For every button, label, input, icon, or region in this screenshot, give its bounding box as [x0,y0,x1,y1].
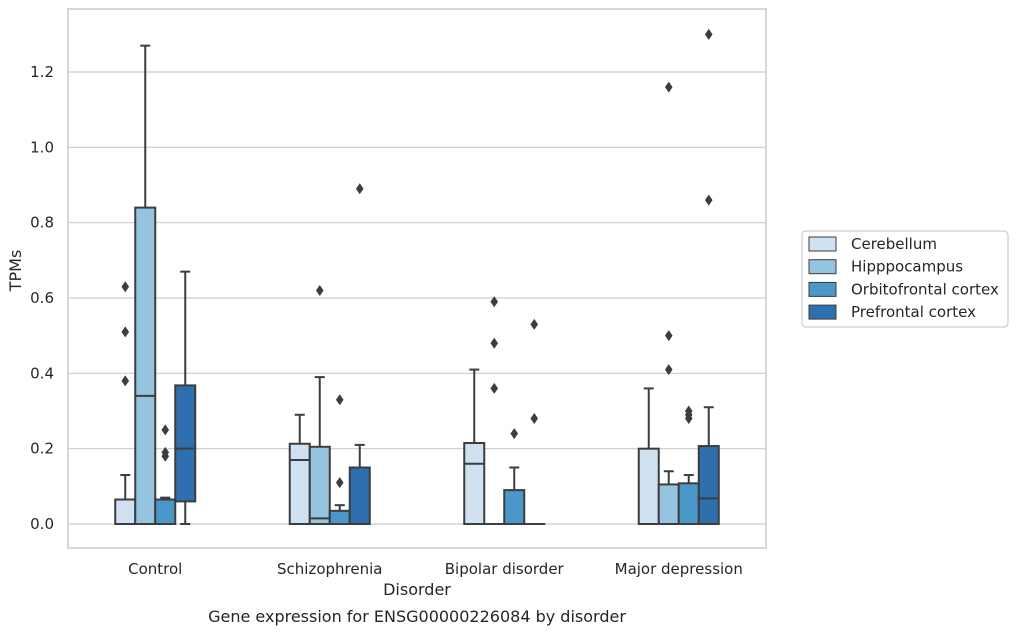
iqr-box [134,206,157,525]
y-tick-label: 0.0 [30,515,54,533]
outlier-point [684,405,693,417]
legend-swatch [808,281,837,297]
x-tick-label: Major depression [615,560,743,578]
iqr-box [503,489,526,526]
legend-label: Orbitofrontal cortex [851,280,999,298]
iqr-box [308,445,331,525]
legend-label: Cerebellum [851,235,937,253]
legend-swatch [808,304,837,320]
outlier-point [335,394,344,406]
iqr-box [463,442,486,525]
iqr-box [657,483,680,526]
x-axis-label: Disorder [383,580,451,599]
box-hipppocampus-2 [308,284,331,525]
box-prefrontal-cortex-4 [697,28,720,525]
iqr-box [348,466,371,525]
outlier-point [664,364,673,376]
box-cerebellum-3 [463,368,486,525]
outlier-point [704,194,713,206]
outlier-point [510,428,519,440]
outlier-point [490,337,499,349]
y-tick-label: 0.6 [30,289,54,307]
legend: Cerebellum Hipppocampus Orbitofrontal cort… [801,230,1009,328]
plot-area [68,9,766,548]
y-tick-label: 0.4 [30,364,54,382]
iqr-box [328,509,351,526]
outlier-point [121,375,130,387]
legend-frame [801,230,1009,328]
outlier-point [161,446,170,458]
iqr-box [637,447,660,525]
legend-label: Prefrontal cortex [851,303,976,321]
outlier-point [490,296,499,308]
x-tick-label: Control [128,560,182,578]
outlier-point [530,318,539,330]
outlier-point [490,382,499,394]
iqr-box [174,384,197,503]
box-cerebellum-2 [288,413,311,525]
x-tick-label: Schizophrenia [277,560,382,578]
outlier-point [161,424,170,436]
outlier-point [121,326,130,338]
y-axis-label: TPMs [6,250,25,293]
y-tick-label: 1.0 [30,138,54,156]
outlier-point [335,477,344,489]
box-prefrontal-cortex-2 [348,183,371,525]
iqr-box [288,442,311,525]
chart-caption: Gene expression for ENSG00000226084 by d… [208,607,626,626]
y-tick-label: 0.8 [30,214,54,232]
outlier-point [664,330,673,342]
box-prefrontal-cortex-1 [174,270,197,525]
iqr-box [154,498,177,525]
box-hipppocampus-4 [657,81,680,526]
outlier-point [315,284,324,296]
iqr-box [697,445,720,525]
box-orbitofrontal-cortex-1 [154,424,177,525]
y-tick-label: 1.2 [30,63,54,81]
iqr-box [114,498,137,525]
legend-swatch [808,259,837,275]
x-tick-label: Bipolar disorder [445,560,565,578]
outlier-point [121,281,130,293]
outlier-point [664,81,673,93]
box-orbitofrontal-cortex-3 [503,428,526,526]
outlier-point [704,28,713,40]
iqr-box [677,482,700,526]
box-cerebellum-4 [637,387,660,525]
legend-label: Hipppocampus [851,258,963,276]
box-hipppocampus-1 [134,44,157,525]
box-prefrontal-cortex-3 [523,318,546,526]
legend-swatch [808,236,837,252]
outlier-point [355,183,364,195]
outlier-point [530,413,539,425]
plot-frame [67,8,767,549]
box-orbitofrontal-cortex-2 [328,394,351,526]
y-tick-label: 0.2 [30,440,54,458]
